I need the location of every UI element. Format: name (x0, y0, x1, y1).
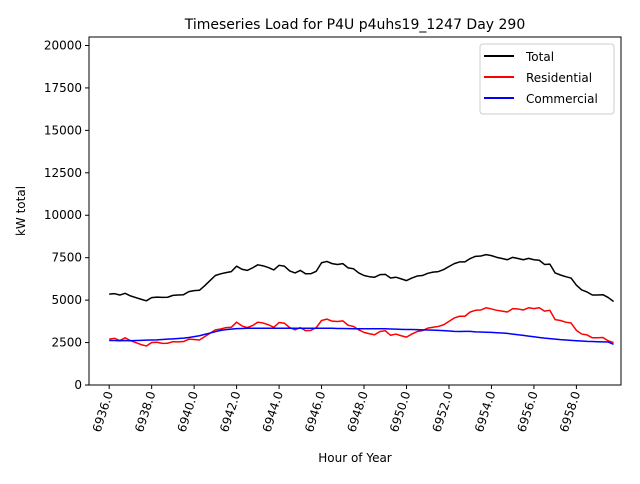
y-tick-label: 20000 (44, 38, 82, 52)
y-tick-label: 2500 (51, 336, 82, 350)
y-tick-label: 17500 (44, 81, 82, 95)
y-axis-label: kW total (14, 186, 28, 236)
y-tick-label: 15000 (44, 123, 82, 137)
axes-frame (88, 36, 622, 386)
series-line-residential (109, 307, 614, 347)
series-line-commercial (109, 327, 614, 345)
plot-area (109, 253, 615, 347)
legend-label-residential: Residential (526, 71, 592, 85)
legend-box (479, 43, 615, 115)
y-tick-label: 7500 (51, 251, 82, 265)
legend-label-total: Total (525, 50, 554, 64)
legend: Total Residential Commercial (479, 43, 615, 115)
series-line-total (109, 253, 615, 303)
y-tick-label: 0 (74, 378, 82, 392)
y-tick-label: 10000 (44, 208, 82, 222)
legend-label-commercial: Commercial (526, 92, 598, 106)
x-axis-label: Hour of Year (318, 451, 392, 465)
chart-title: Timeseries Load for P4U p4uhs19_1247 Day… (184, 17, 526, 33)
y-tick-label: 12500 (44, 166, 82, 180)
y-tick-label: 5000 (51, 293, 82, 307)
